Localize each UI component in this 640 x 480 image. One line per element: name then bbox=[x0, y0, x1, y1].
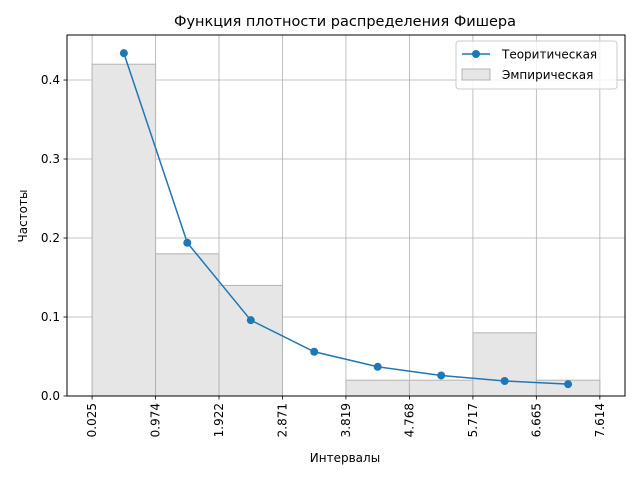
y-tick-label: 0.2 bbox=[41, 231, 60, 245]
histogram-bar bbox=[472, 332, 537, 397]
legend-label-theoretical: Теоритическая bbox=[501, 48, 597, 62]
theoretical-point bbox=[373, 362, 382, 371]
y-axis-label: Частоты bbox=[16, 190, 30, 243]
x-tick-label: 2.871 bbox=[276, 403, 290, 437]
theoretical-point bbox=[183, 238, 192, 247]
x-tick-label: 3.819 bbox=[339, 403, 353, 437]
x-tick-label: 1.922 bbox=[212, 403, 226, 437]
theoretical-point bbox=[119, 49, 128, 58]
legend-bar-swatch bbox=[461, 68, 491, 81]
y-axis-ticks: 0.0 0.1 0.2 0.3 0.4 bbox=[41, 73, 67, 403]
histogram-bar bbox=[408, 379, 474, 397]
histogram-bar bbox=[218, 284, 284, 397]
y-tick-label: 0.4 bbox=[41, 73, 60, 87]
legend-box bbox=[455, 40, 618, 90]
histogram-bar bbox=[155, 253, 220, 397]
y-tick-label: 0.3 bbox=[41, 152, 60, 166]
x-tick-label: 5.717 bbox=[466, 403, 480, 437]
theoretical-line bbox=[119, 49, 573, 389]
theoretical-point bbox=[500, 376, 509, 385]
theoretical-point bbox=[246, 316, 255, 325]
x-tick-label: 0.025 bbox=[85, 403, 99, 437]
y-tick-label: 0.1 bbox=[41, 310, 60, 324]
legend-marker-swatch bbox=[472, 50, 480, 58]
x-tick-label: 6.665 bbox=[529, 403, 543, 437]
theoretical-point bbox=[437, 371, 446, 380]
histogram-bars bbox=[91, 63, 601, 397]
theoretical-point bbox=[564, 380, 573, 389]
legend: Теоритическая Эмпирическая bbox=[455, 40, 618, 90]
x-tick-label: 0.974 bbox=[149, 403, 163, 437]
x-tick-label: 7.614 bbox=[593, 403, 607, 437]
x-axis-ticks: 0.025 0.974 1.922 2.871 3.819 4.768 5.717 6.665… bbox=[85, 396, 607, 437]
y-tick-label: 0.0 bbox=[41, 389, 60, 403]
histogram-bar bbox=[91, 63, 157, 397]
legend-label-empirical: Эмпирическая bbox=[502, 68, 593, 82]
chart-title: Функция плотности распределения Фишера bbox=[174, 14, 516, 30]
histogram-bar bbox=[345, 379, 410, 397]
theoretical-line-path bbox=[123, 52, 569, 385]
x-tick-label: 4.768 bbox=[402, 403, 416, 437]
theoretical-point bbox=[310, 347, 319, 356]
x-axis-label: Интервалы bbox=[310, 451, 380, 465]
